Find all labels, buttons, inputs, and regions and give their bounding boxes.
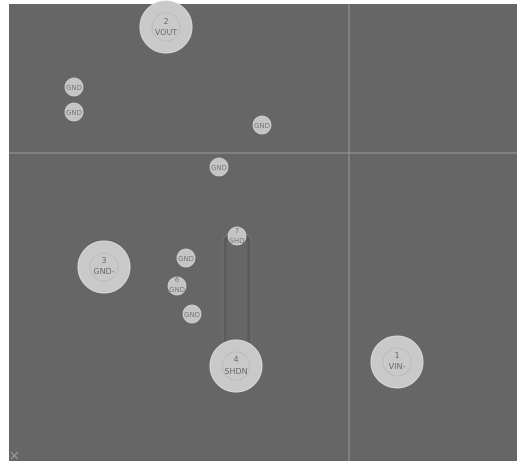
via-shd-7[interactable]: 7 SHD: [227, 226, 247, 246]
via-gnd-7[interactable]: GND: [182, 304, 202, 324]
via-gnd-2[interactable]: GND: [64, 102, 84, 122]
pad-2-vout[interactable]: 2 VOUT: [139, 0, 193, 54]
via-label: GND: [184, 311, 200, 319]
via-label: GND: [66, 109, 82, 117]
via-label: GND: [66, 84, 82, 92]
via-label: GND: [169, 286, 185, 294]
via-label: SHD: [229, 237, 244, 245]
via-gnd-4[interactable]: GND: [209, 157, 229, 177]
pad-1-vin[interactable]: 1 VIN-: [370, 335, 424, 389]
pad-number: 4: [233, 355, 238, 364]
via-number: 6: [175, 276, 180, 284]
pad-4-shdn[interactable]: 4 SHDN: [209, 339, 263, 393]
pad-name: VOUT: [155, 28, 177, 37]
via-gnd-5[interactable]: GND: [176, 248, 196, 268]
via-gnd-6[interactable]: 6 GND: [167, 276, 187, 296]
via-label: GND: [211, 164, 227, 172]
pad-name: VIN-: [389, 362, 406, 371]
via-number: 7: [235, 227, 239, 235]
pad-number: 3: [101, 256, 106, 265]
via-gnd-3[interactable]: GND: [252, 115, 272, 135]
via-gnd-1[interactable]: GND: [64, 77, 84, 97]
pad-name: GND-: [93, 267, 114, 276]
pad-number: 2: [163, 17, 168, 26]
via-label: GND: [178, 255, 194, 263]
pad-number: 1: [394, 351, 399, 360]
canvas-background: [9, 4, 517, 461]
pad-3-gnd[interactable]: 3 GND-: [77, 240, 131, 294]
origin-cross-icon: [10, 451, 19, 460]
pad-name: SHDN: [224, 367, 247, 376]
via-label: GND: [254, 122, 270, 130]
